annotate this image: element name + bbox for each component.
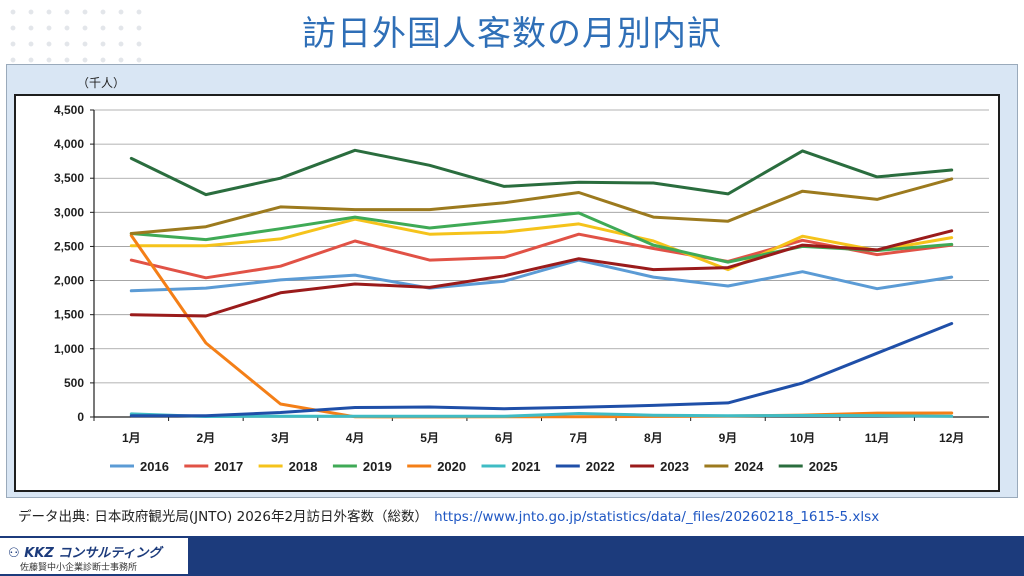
- series-line-2022: [129, 322, 954, 418]
- x-tick-label: 7月: [569, 431, 588, 445]
- source-link[interactable]: https://www.jnto.go.jp/statistics/data/_…: [434, 509, 880, 525]
- brand-logo: ⚇ KKZ コンサルティング: [8, 542, 162, 561]
- legend-label-2021: 2021: [512, 459, 541, 474]
- page-title: 訪日外国人客数の月別内訳: [302, 14, 722, 54]
- legend-label-2017: 2017: [214, 459, 243, 474]
- chart-panel: （千人） 0 500 1,000 1,500 2,000 2,500 3,000 3,500 4…: [6, 64, 1018, 498]
- x-tick-label: 10月: [790, 431, 815, 445]
- y-tick-label: 2,500: [54, 239, 84, 253]
- legend-label-2019: 2019: [363, 459, 392, 474]
- y-tick-label: 3,500: [54, 171, 84, 185]
- x-tick-label: 8月: [644, 431, 663, 445]
- y-tick-label: 2,000: [54, 274, 84, 288]
- series-line-2023: [129, 229, 954, 318]
- brand-mark-icon: ⚇: [8, 546, 20, 561]
- data-source: データ出典: 日本政府観光局(JNTO) 2026年2月訪日外客数（総数） htt…: [18, 505, 879, 525]
- x-tick-label: 12月: [939, 431, 964, 445]
- y-unit-label: （千人）: [77, 76, 125, 90]
- series-line-2016: [129, 258, 954, 293]
- legend-label-2018: 2018: [289, 459, 318, 474]
- legend-label-2016: 2016: [140, 459, 169, 474]
- legend-label-2024: 2024: [734, 459, 764, 474]
- legend-label-2025: 2025: [809, 459, 838, 474]
- brand-block: ⚇ KKZ コンサルティング 佐藤賢中小企業診断士事務所: [0, 538, 188, 574]
- y-tick-label: 4,500: [54, 103, 84, 117]
- y-tick-label: 0: [77, 410, 84, 424]
- source-text: データ出典: 日本政府観光局(JNTO) 2026年2月訪日外客数（総数）: [18, 509, 429, 525]
- x-tick-label: 9月: [719, 431, 738, 445]
- legend-label-2022: 2022: [586, 459, 615, 474]
- x-tick-label: 11月: [865, 431, 890, 445]
- x-tick-label: 6月: [495, 431, 514, 445]
- y-tick-label: 1,000: [54, 342, 84, 356]
- x-tick-label: 3月: [271, 431, 290, 445]
- y-tick-label: 500: [64, 376, 84, 390]
- series-line-2018: [129, 217, 954, 272]
- y-tick-label: 3,000: [54, 205, 84, 219]
- brand-name: KKZ コンサルティング: [24, 546, 162, 561]
- x-tick-label: 1月: [122, 431, 141, 445]
- legend-label-2020: 2020: [437, 459, 466, 474]
- x-tick-label: 4月: [346, 431, 365, 445]
- y-tick-label: 1,500: [54, 308, 84, 322]
- brand-subtitle: 佐藤賢中小企業診断士事務所: [20, 563, 138, 573]
- decorative-dots: [4, 4, 144, 64]
- x-tick-label: 2月: [197, 431, 216, 445]
- y-tick-label: 4,000: [54, 137, 84, 151]
- line-chart: （千人） 0 500 1,000 1,500 2,000 2,500 3,000 3,500 4…: [14, 76, 1000, 492]
- series-line-2024: [129, 177, 954, 235]
- series-line-2025: [129, 148, 954, 197]
- series-line-2021: [129, 412, 954, 418]
- x-tick-label: 5月: [420, 431, 439, 445]
- series-line-2017: [129, 232, 954, 280]
- legend-label-2023: 2023: [660, 459, 689, 474]
